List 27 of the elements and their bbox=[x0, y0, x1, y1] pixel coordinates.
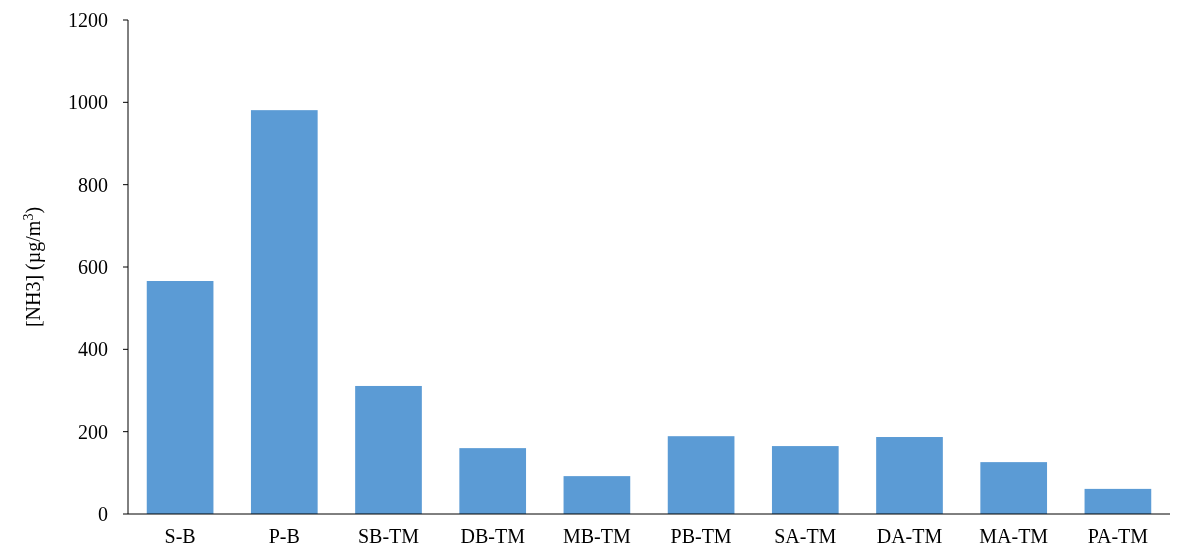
x-tick-label: SB-TM bbox=[357, 525, 420, 547]
bar bbox=[459, 448, 527, 514]
y-tick-label: 400 bbox=[78, 338, 108, 361]
bar bbox=[250, 110, 318, 514]
y-tick-label: 0 bbox=[98, 503, 108, 525]
x-tick-label: PB-TM bbox=[670, 525, 732, 547]
bar bbox=[1084, 488, 1152, 514]
y-tick-label: 800 bbox=[78, 173, 108, 196]
y-tick-label: 200 bbox=[78, 420, 108, 443]
x-tick-label: S-B bbox=[164, 525, 196, 547]
x-tick-label: P-B bbox=[268, 525, 300, 547]
x-tick-label: DA-TM bbox=[876, 525, 943, 547]
x-tick-label: DB-TM bbox=[460, 525, 526, 547]
y-tick-label: 1000 bbox=[68, 91, 108, 114]
bar bbox=[667, 436, 735, 514]
y-tick-label: 600 bbox=[78, 256, 108, 278]
x-tick-label: PA-TM bbox=[1087, 525, 1149, 547]
x-tick-label: SA-TM bbox=[774, 525, 837, 547]
bar bbox=[563, 476, 631, 514]
bar bbox=[876, 437, 943, 514]
x-tick-label: MA-TM bbox=[979, 525, 1049, 547]
bar bbox=[980, 462, 1048, 514]
x-tick-label: MB-TM bbox=[563, 525, 631, 547]
y-tick-label: 1200 bbox=[68, 9, 108, 31]
bar bbox=[771, 446, 839, 514]
bar bbox=[146, 281, 214, 514]
bar bbox=[355, 385, 422, 514]
